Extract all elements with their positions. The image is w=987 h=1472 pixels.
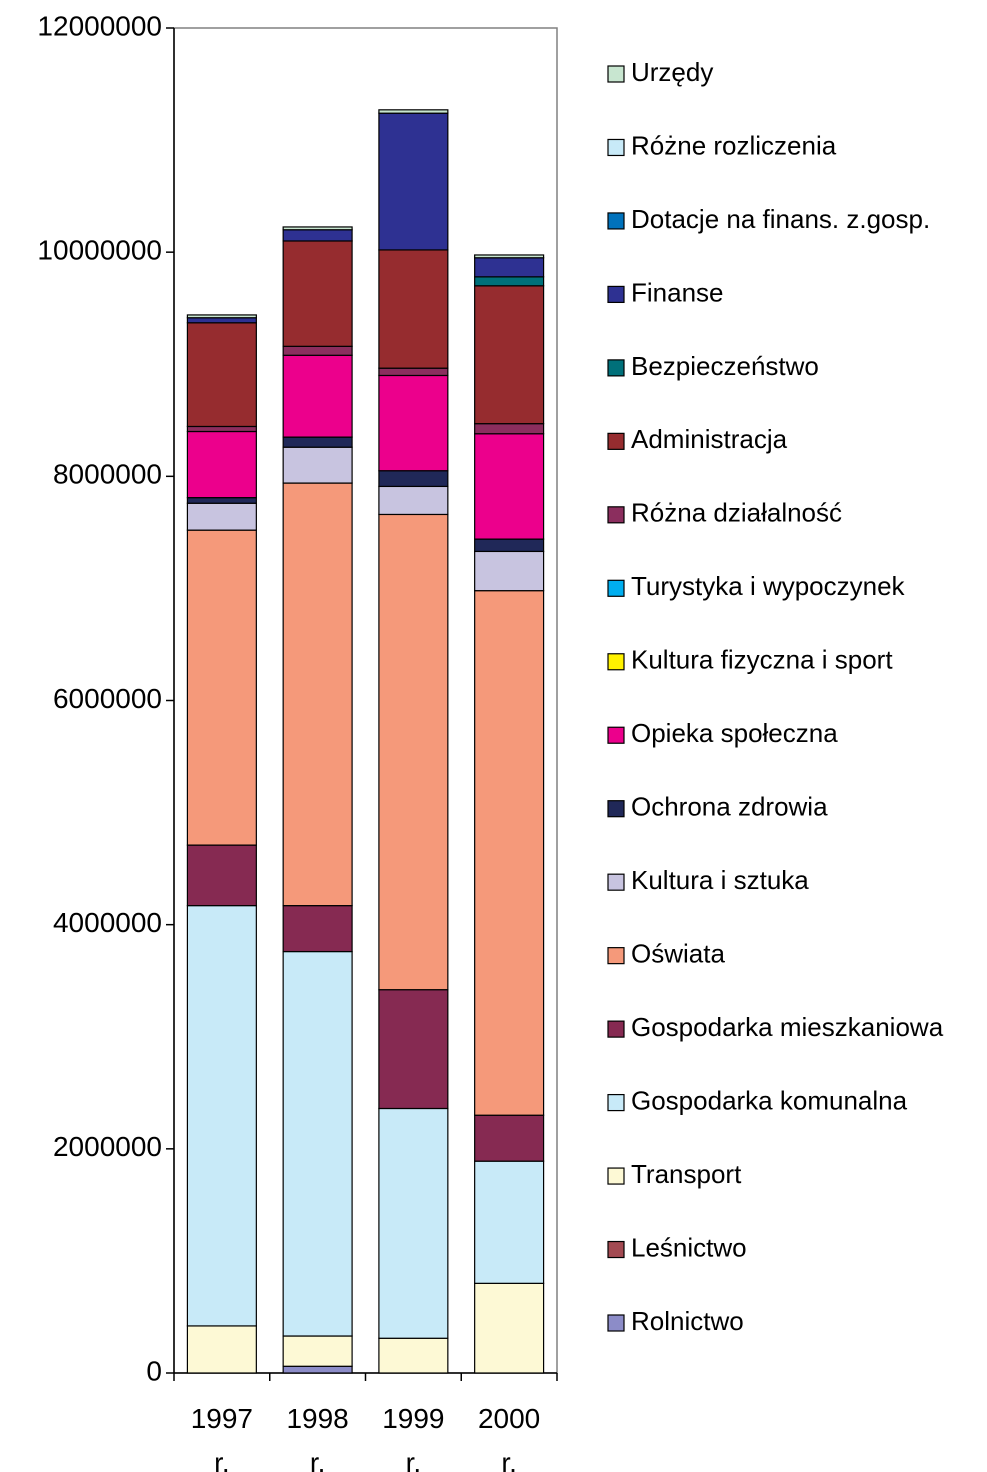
legend-swatch (607, 726, 625, 744)
x-tick-label: 1999 r. (382, 1403, 444, 1472)
bar-segment (378, 109, 449, 114)
bar-segment (378, 1107, 449, 1339)
legend-swatch (607, 1093, 625, 1112)
legend-label: Ochrona zdrowia (631, 792, 828, 822)
bar-segment (378, 470, 449, 488)
legend-swatch (607, 1167, 625, 1185)
bar-segment (378, 367, 449, 377)
legend-swatch (607, 1314, 625, 1332)
bar-segment (186, 425, 257, 433)
legend-swatch (607, 432, 625, 450)
y-tick-label: 0 (146, 1355, 162, 1386)
bar-segment (186, 844, 257, 907)
bar-segment (378, 112, 449, 251)
legend-label: Transport (631, 1159, 742, 1189)
legend-label: Turystyka i wypoczynek (631, 571, 906, 601)
legend-swatch (607, 579, 625, 597)
bar-segment (186, 905, 257, 1327)
y-tick-label: 2000000 (53, 1131, 162, 1162)
bar-segment (474, 433, 545, 540)
legend-swatch (607, 212, 625, 230)
bar-segment (378, 989, 449, 1110)
bar-segment (474, 285, 545, 425)
bar-segment (282, 226, 353, 231)
legend-swatch (607, 1240, 625, 1259)
legend-label: Finanse (631, 277, 724, 307)
bar-segment (186, 529, 257, 846)
bar-segment (474, 423, 545, 435)
y-tick-label: 8000000 (53, 459, 162, 490)
legend-label: Różne rozliczenia (631, 130, 837, 160)
bar-segment (186, 497, 257, 504)
bar-segment (282, 436, 353, 448)
bar-segment (474, 276, 545, 287)
legend-label: Kultura fizyczna i sport (631, 645, 893, 675)
bar-segment (378, 485, 449, 516)
bar-segment (378, 374, 449, 472)
bar-segment (282, 446, 353, 484)
bar-segment (186, 430, 257, 499)
legend-label: Leśnictwo (631, 1232, 747, 1262)
y-tick-label: 10000000 (37, 235, 162, 266)
legend-swatch (607, 800, 625, 818)
legend-label: Oświata (631, 939, 725, 969)
bar-segment (378, 1337, 449, 1374)
bar-segment (282, 345, 353, 356)
bar-segment (186, 1325, 257, 1374)
bar-segment (186, 317, 257, 324)
bar-segment (474, 254, 545, 259)
y-tick-label: 12000000 (37, 10, 162, 41)
legend-swatch (607, 506, 625, 524)
bar-segment (474, 550, 545, 592)
legend-label: Opieka społeczna (631, 718, 838, 748)
legend-swatch (607, 359, 625, 377)
bar-segment (282, 354, 353, 438)
bar-segment (282, 240, 353, 347)
legend-label: Gospodarka komunalna (631, 1085, 908, 1115)
legend-label: Dotacje na finans. z.gosp. (631, 204, 930, 234)
legend-label: Kultura i sztuka (631, 865, 809, 895)
y-tick-label: 6000000 (53, 683, 162, 714)
bar-segment (378, 513, 449, 991)
bar-segment (282, 1335, 353, 1367)
legend-label: Rolnictwo (631, 1306, 744, 1336)
x-tick-label: 2000 r. (478, 1403, 540, 1472)
bar-segment (186, 314, 257, 319)
bar-segment (378, 249, 449, 369)
legend-swatch (607, 653, 625, 671)
legend-label: Różna działalność (631, 498, 842, 528)
bar-segment (186, 322, 257, 428)
legend-swatch (607, 873, 625, 891)
bar-segment (474, 1160, 545, 1284)
y-tick-label: 4000000 (53, 907, 162, 938)
bar-segment (282, 905, 353, 953)
bar-segment (186, 502, 257, 531)
legend-swatch (607, 1020, 625, 1038)
x-tick-label: 1998 r. (286, 1403, 348, 1472)
bar-segment (282, 1365, 353, 1374)
bar-segment (474, 1114, 545, 1162)
legend-swatch (607, 138, 625, 157)
bar-segment (282, 950, 353, 1337)
bar-segment (282, 482, 353, 907)
x-tick-label: 1997 r. (191, 1403, 253, 1472)
legend-label: Gospodarka mieszkaniowa (631, 1012, 944, 1042)
bar-segment (474, 590, 545, 1116)
bar-segment (474, 1282, 545, 1374)
legend-label: Administracja (631, 424, 788, 454)
bar-segment (282, 229, 353, 242)
legend-swatch (607, 285, 625, 304)
bar-segment (474, 538, 545, 553)
bar-segment (474, 257, 545, 278)
legend-label: Urzędy (631, 57, 713, 87)
legend-swatch (607, 65, 625, 83)
legend-swatch (607, 947, 625, 965)
legend-label: Bezpieczeństwo (631, 351, 819, 381)
